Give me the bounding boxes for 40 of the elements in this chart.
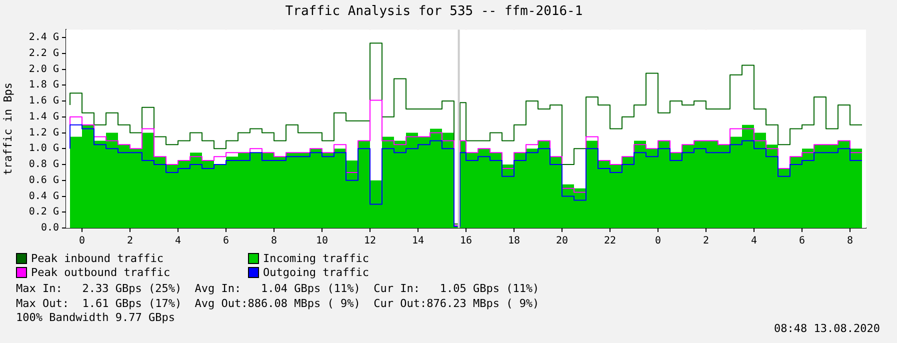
x-tick-label: 18 xyxy=(508,236,520,247)
x-tick-label: 0 xyxy=(654,236,662,247)
x-tick-label: 22 xyxy=(604,236,616,247)
y-tick-label: 1.2 G xyxy=(28,127,59,138)
x-tick-label: 2 xyxy=(702,236,710,247)
y-tick-label: 0.2 G xyxy=(28,206,59,218)
y-tick-label: 1.4 G xyxy=(28,111,59,122)
y-tick-label: 1.8 G xyxy=(28,80,59,91)
y-axis-title: traffic in Bps xyxy=(1,82,14,176)
legend-label: Peak inbound traffic xyxy=(30,252,164,265)
text: 08:48 13.08.2020 xyxy=(774,322,880,336)
x-tick-label: 4 xyxy=(174,236,182,247)
y-tick-label: 0.6 G xyxy=(28,174,59,186)
legend-label: Incoming traffic xyxy=(262,252,370,265)
x-tick-label: 4 xyxy=(750,236,758,247)
y-tick-label: 2.2 G xyxy=(28,48,59,59)
x-tick-label: 12 xyxy=(364,236,376,247)
text: Max In: 2.33 GBps (25%) Avg In: 1.04 GBps (11%) Cur In: 1.05 GBps (11%) xyxy=(16,282,540,296)
x-tick-label: 0 xyxy=(78,236,86,247)
x-tick-label: 10 xyxy=(316,236,328,247)
x-tick-label: 20 xyxy=(556,236,568,247)
chart-title: Traffic Analysis for 535 -- ffm-2016-1 xyxy=(285,4,583,20)
y-tick-label: 1.0 G xyxy=(28,143,59,154)
y-tick-label: 0.8 G xyxy=(28,159,59,170)
x-tick-label: 16 xyxy=(460,236,472,247)
y-tick-label: 0.4 G xyxy=(28,190,59,202)
legend-label: Peak outbound traffic xyxy=(30,266,172,279)
x-tick-label: 8 xyxy=(846,236,854,247)
y-tick-label: 2.0 G xyxy=(28,64,59,75)
legend-label: Outgoing traffic xyxy=(262,266,370,279)
y-tick-label: 0.0 xyxy=(40,222,59,234)
x-tick-label: 8 xyxy=(270,236,278,247)
y-tick-label: 1.6 G xyxy=(28,96,59,107)
x-tick-label: 14 xyxy=(412,236,424,247)
y-tick-label: 2.4 G xyxy=(28,32,59,44)
x-tick-label: 6 xyxy=(798,236,806,247)
text: Max Out: 1.61 GBps (17%) Avg Out:886.08 MBps ( 9%) Cur Out:876.23 MBps ( 9%) xyxy=(16,296,540,311)
x-tick-label: 2 xyxy=(126,236,134,247)
x-tick-label: 6 xyxy=(222,236,230,247)
text: 100% Bandwidth 9.77 GBps xyxy=(16,311,176,326)
